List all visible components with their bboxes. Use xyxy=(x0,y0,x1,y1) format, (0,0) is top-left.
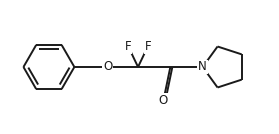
Text: N: N xyxy=(198,60,207,74)
Text: O: O xyxy=(103,60,112,74)
Text: O: O xyxy=(159,94,168,107)
Text: F: F xyxy=(125,40,132,53)
Text: F: F xyxy=(145,40,151,53)
